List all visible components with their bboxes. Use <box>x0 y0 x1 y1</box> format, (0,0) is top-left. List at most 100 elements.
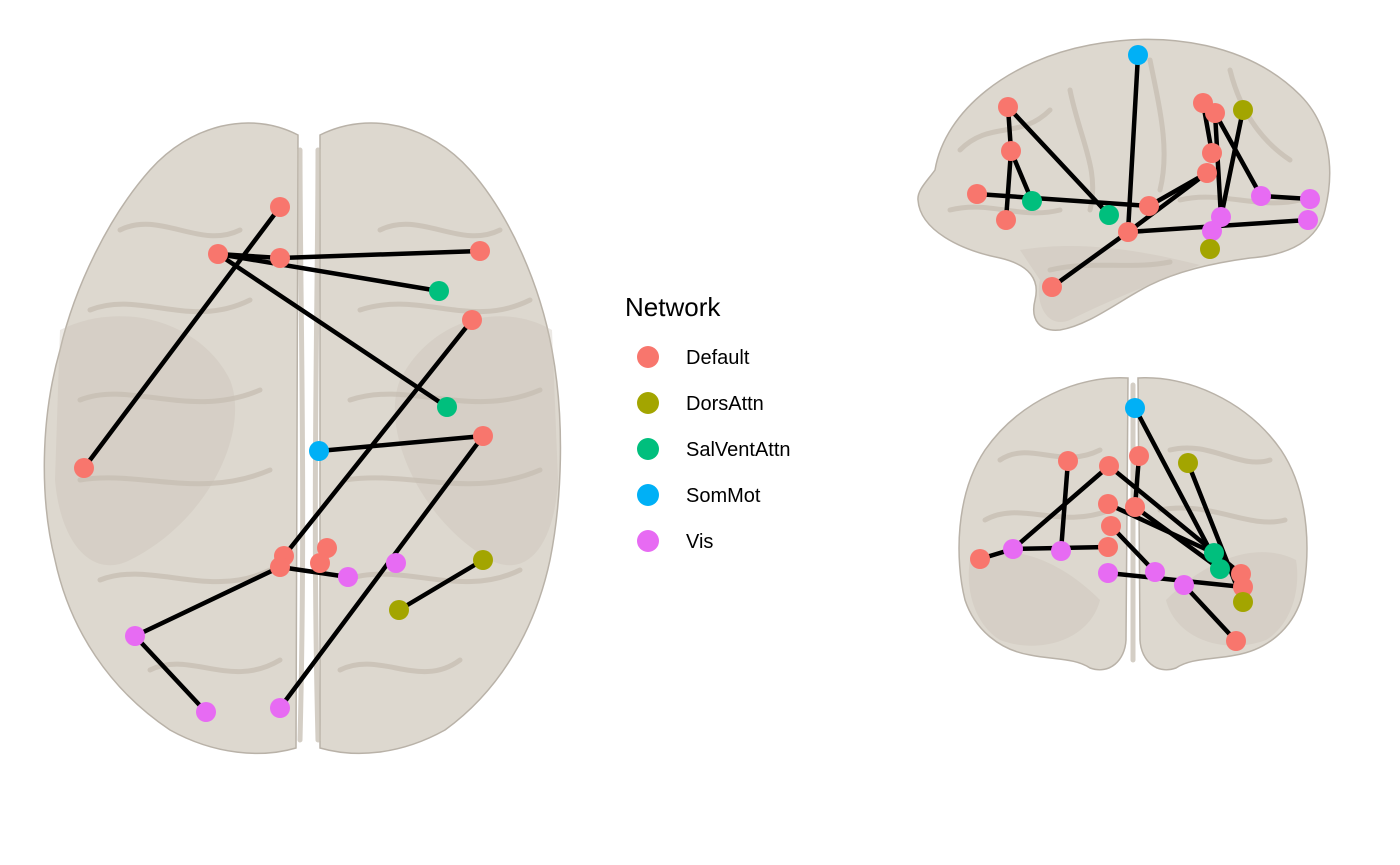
axial-node-vis <box>338 567 358 587</box>
sagittal-edge <box>1212 110 1224 220</box>
coronal-node-default <box>1098 537 1118 557</box>
sagittal-node-default <box>1202 143 1222 163</box>
sagittal-brain-view <box>917 38 1331 331</box>
legend-label-salventattn: SalVentAttn <box>686 439 791 461</box>
sagittal-node-default <box>1205 103 1225 123</box>
axial-edge <box>132 633 209 715</box>
axial-node-dorsattn <box>473 550 493 570</box>
coronal-node-salventattn <box>1204 543 1224 563</box>
legend-swatch-sommot <box>637 484 659 506</box>
legend-swatch-vis <box>637 530 659 552</box>
sagittal-node-vis <box>1202 221 1222 241</box>
legend-label-sommot: SomMot <box>686 485 761 507</box>
sagittal-node-default <box>996 210 1016 230</box>
axial-node-default <box>473 426 493 446</box>
legend-label-dorsattn: DorsAttn <box>686 393 764 415</box>
coronal-node-vis <box>1051 541 1071 561</box>
coronal-edge <box>1181 582 1239 644</box>
axial-node-salventattn <box>429 281 449 301</box>
sagittal-node-salventattn <box>1099 205 1119 225</box>
coronal-nodes <box>970 398 1253 651</box>
legend-item-sommot: SomMot <box>637 484 761 507</box>
sagittal-edge <box>974 191 1152 209</box>
sagittal-node-default <box>1118 222 1138 242</box>
axial-edge <box>396 557 486 613</box>
coronal-node-default <box>1129 446 1149 466</box>
sagittal-edge <box>1218 107 1246 220</box>
coronal-node-vis <box>1003 539 1023 559</box>
legend-label-vis: Vis <box>686 531 713 553</box>
coronal-edges <box>977 405 1246 644</box>
coronal-node-salventattn <box>1210 559 1230 579</box>
coronal-edge <box>1108 523 1158 575</box>
network-legend: Network Default DorsAttn SalVentAttn Som… <box>625 292 791 553</box>
coronal-shading <box>1166 552 1298 646</box>
axial-edge <box>277 433 486 711</box>
axial-edge <box>277 564 351 580</box>
sagittal-node-default <box>967 184 987 204</box>
coronal-node-default <box>1098 494 1118 514</box>
sagittal-node-vis <box>1300 189 1320 209</box>
axial-edge <box>281 317 475 559</box>
axial-node-default <box>270 557 290 577</box>
axial-node-default <box>317 538 337 558</box>
sagittal-node-dorsattn <box>1233 100 1253 120</box>
sagittal-node-vis <box>1298 210 1318 230</box>
axial-node-default <box>74 458 94 478</box>
sagittal-node-default <box>1197 163 1217 183</box>
axial-left-hemisphere <box>43 122 299 755</box>
sagittal-edge <box>1146 170 1210 209</box>
coronal-node-default <box>1233 577 1253 597</box>
coronal-node-sommot <box>1125 398 1145 418</box>
axial-edges <box>81 204 486 715</box>
axial-node-default <box>462 310 482 330</box>
sagittal-edge <box>1212 110 1264 199</box>
legend-swatch-default <box>637 346 659 368</box>
axial-node-default <box>310 553 330 573</box>
axial-node-default <box>470 241 490 261</box>
axial-edge <box>132 564 283 639</box>
coronal-node-vis <box>1098 563 1118 583</box>
axial-node-default <box>208 244 228 264</box>
sagittal-node-default <box>1001 141 1021 161</box>
axial-node-dorsattn <box>389 600 409 620</box>
coronal-node-default <box>1125 497 1145 517</box>
sagittal-node-default <box>1139 196 1159 216</box>
axial-edge <box>316 433 486 454</box>
axial-node-vis <box>386 553 406 573</box>
legend-title: Network <box>625 292 721 322</box>
sagittal-node-dorsattn <box>1200 239 1220 259</box>
axial-node-default <box>270 248 290 268</box>
legend-swatch-salventattn <box>637 438 659 460</box>
axial-node-vis <box>125 626 145 646</box>
coronal-node-default <box>1058 451 1078 471</box>
sagittal-brain <box>917 38 1331 331</box>
sagittal-node-vis <box>1251 186 1271 206</box>
legend-item-default: Default <box>637 346 750 369</box>
coronal-node-vis <box>1145 562 1165 582</box>
axial-node-sommot <box>309 441 329 461</box>
legend-item-salventattn: SalVentAttn <box>637 438 791 461</box>
sagittal-node-salventattn <box>1022 191 1042 211</box>
legend-label-default: Default <box>686 347 750 369</box>
axial-nodes <box>74 197 493 722</box>
axial-edge <box>215 251 442 294</box>
coronal-edge <box>1132 405 1223 572</box>
legend-item-vis: Vis <box>637 530 713 553</box>
axial-edge <box>215 251 450 410</box>
coronal-node-default <box>1101 516 1121 536</box>
sagittal-edge <box>1049 229 1131 290</box>
coronal-node-default <box>1099 456 1119 476</box>
coronal-brain-view <box>958 377 1308 671</box>
coronal-node-default <box>970 549 990 569</box>
coronal-node-default <box>1226 631 1246 651</box>
sagittal-node-default <box>998 97 1018 117</box>
sagittal-node-default <box>1042 277 1062 297</box>
coronal-node-vis <box>1174 575 1194 595</box>
coronal-node-dorsattn <box>1233 592 1253 612</box>
axial-edge <box>81 204 283 471</box>
coronal-edge <box>1058 458 1071 554</box>
sagittal-node-sommot <box>1128 45 1148 65</box>
coronal-shading <box>968 552 1100 646</box>
